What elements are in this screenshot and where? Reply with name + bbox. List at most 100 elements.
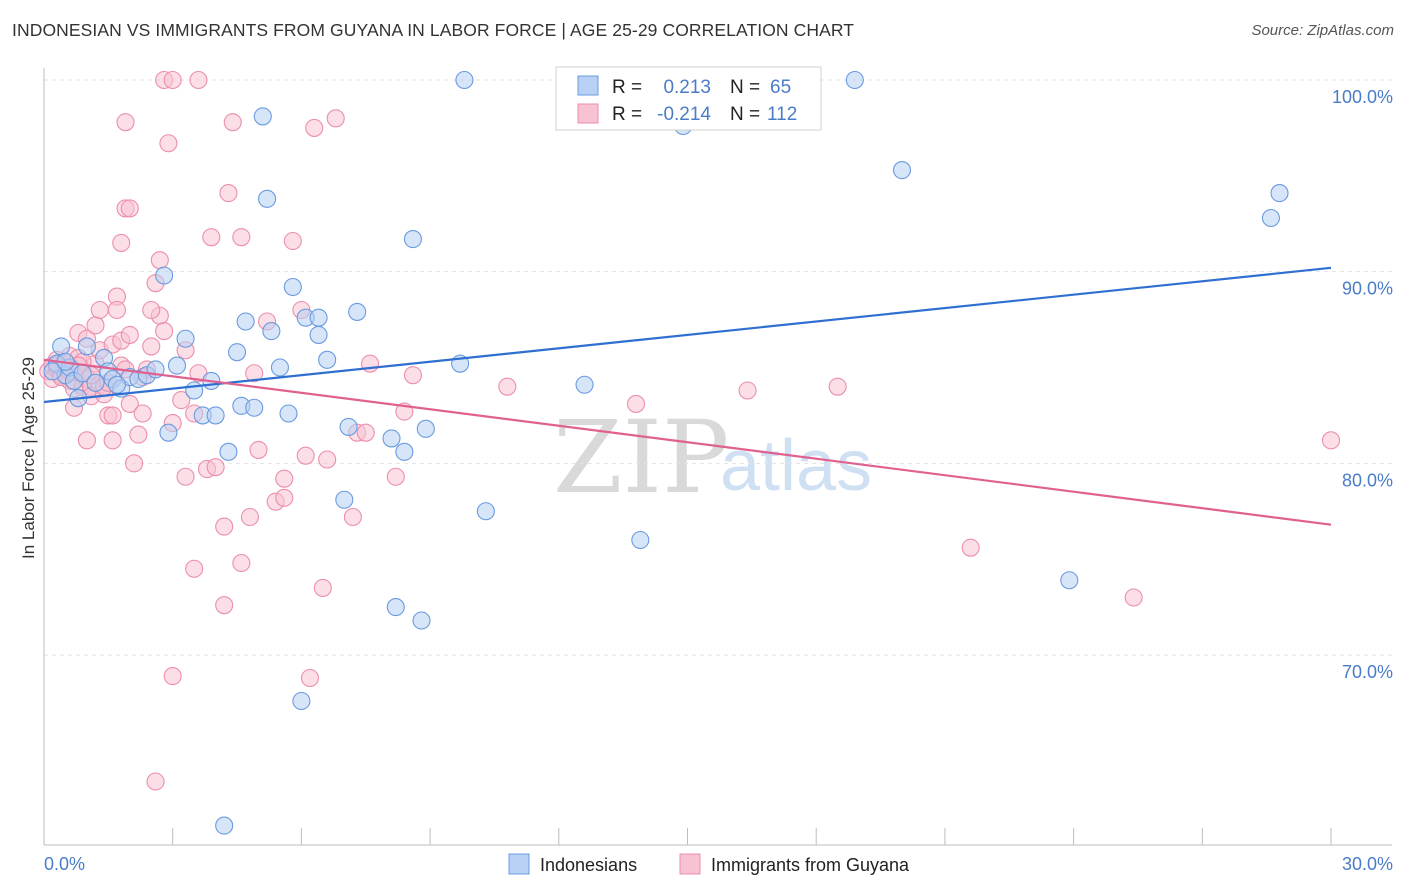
indonesians-point — [86, 373, 105, 392]
stats-n-label-2: N = — [730, 104, 760, 125]
guyana-point — [356, 423, 375, 442]
guyana-point — [146, 772, 165, 791]
guyana-point — [300, 668, 320, 688]
chart-title: INDONESIAN VS IMMIGRANTS FROM GUYANA IN … — [12, 20, 855, 40]
guyana-point — [133, 404, 152, 423]
guyana-point — [403, 366, 422, 385]
guyana-point — [223, 113, 242, 132]
guyana-point — [202, 228, 221, 247]
indonesians-point — [107, 375, 126, 394]
guyana-point — [219, 184, 238, 203]
guyana-point — [172, 391, 191, 410]
guyana-point — [90, 300, 109, 320]
indonesians-point — [155, 266, 174, 285]
indonesians-point — [258, 189, 277, 208]
guyana-point — [142, 300, 161, 320]
stats-r-value-1: 0.213 — [663, 77, 711, 98]
guyana-point — [206, 458, 225, 477]
guyana-point — [305, 118, 324, 137]
x-tick-label: 30.0% — [1342, 854, 1393, 874]
indonesians-point — [292, 691, 311, 711]
y-tick-labels: 70.0% 80.0% 90.0% 100.0% — [1332, 87, 1393, 682]
guyana-trend-line — [43, 358, 1332, 526]
guyana-point — [318, 450, 337, 469]
indonesians-point — [1261, 208, 1280, 228]
guyana-point — [215, 517, 234, 536]
trend-lines — [43, 266, 1332, 526]
indonesians-point — [335, 490, 354, 509]
axes — [43, 68, 1392, 846]
guyana-point — [240, 507, 259, 527]
guyana-point — [343, 507, 362, 527]
indonesians-point — [43, 362, 62, 381]
indonesians-point — [159, 423, 178, 442]
gridlines — [44, 79, 1392, 656]
guyana-point — [232, 228, 251, 247]
indonesians-point — [52, 337, 71, 356]
legend-label-guyana: Immigrants from Guyana — [711, 855, 910, 875]
guyana-point — [189, 70, 208, 90]
indonesians-point — [412, 611, 431, 630]
indonesians-point — [245, 398, 264, 417]
indonesians-point — [228, 343, 247, 362]
guyana-point — [1124, 588, 1143, 607]
stats-r-value-2: -0.214 — [657, 104, 711, 125]
guyana-point — [232, 553, 251, 573]
indonesians-point — [403, 230, 422, 249]
legend: Indonesians Immigrants from Guyana — [508, 853, 910, 875]
guyana-point — [828, 377, 847, 396]
guyana-point — [386, 467, 405, 486]
indonesians-point — [176, 329, 195, 348]
guyana-point — [103, 406, 122, 425]
guyana-point — [275, 469, 294, 488]
stats-n-value-2: 112 — [767, 104, 797, 125]
stats-swatch-blue — [577, 75, 599, 96]
guyana-point — [107, 300, 126, 320]
indonesians-point — [185, 381, 204, 400]
indonesians-point — [395, 442, 414, 461]
indonesians-point — [455, 70, 474, 90]
indonesians-point — [215, 816, 234, 835]
indonesians-point — [575, 375, 594, 394]
indonesians-point — [348, 302, 367, 321]
indonesians-point — [382, 429, 401, 448]
guyana-point — [120, 199, 139, 218]
y-tick-label: 90.0% — [1342, 279, 1393, 299]
guyana-point — [185, 559, 204, 578]
guyana-point — [77, 431, 96, 450]
indonesians-point — [416, 419, 435, 438]
guyana-point — [245, 364, 264, 383]
guyana-point — [498, 377, 517, 396]
legend-swatch-indonesians — [508, 853, 530, 875]
indonesians-point — [77, 337, 96, 356]
guyana-point — [176, 467, 195, 486]
legend-label-indonesians: Indonesians — [540, 855, 637, 875]
guyana-point — [626, 394, 646, 413]
guyana-point — [142, 337, 161, 356]
indonesians-point — [262, 322, 281, 341]
stats-r-label-2: R = — [612, 104, 642, 125]
indonesians-point — [476, 502, 495, 521]
indonesians-point — [279, 404, 298, 423]
guyana-point — [249, 440, 268, 459]
guyana-point — [120, 394, 139, 413]
indonesians-point — [283, 277, 302, 297]
indonesians-point — [253, 107, 272, 126]
guyana-point — [159, 134, 178, 153]
stats-n-label-1: N = — [730, 77, 760, 98]
indonesians-trend-line — [43, 266, 1332, 404]
y-tick-label: 80.0% — [1342, 470, 1393, 490]
watermark-atlas: atlas — [720, 426, 872, 506]
guyana-point — [283, 231, 302, 251]
guyana-point — [1321, 431, 1341, 450]
guyana-point — [163, 70, 182, 90]
y-tick-label: 100.0% — [1332, 87, 1393, 107]
watermark-zip: ZIP — [553, 399, 729, 516]
indonesians-point — [1270, 184, 1289, 203]
indonesians-point — [206, 406, 225, 425]
guyana-point — [296, 446, 315, 465]
indonesians-point — [309, 325, 328, 344]
guyana-point — [275, 488, 294, 507]
y-tick-label: 70.0% — [1342, 662, 1393, 682]
